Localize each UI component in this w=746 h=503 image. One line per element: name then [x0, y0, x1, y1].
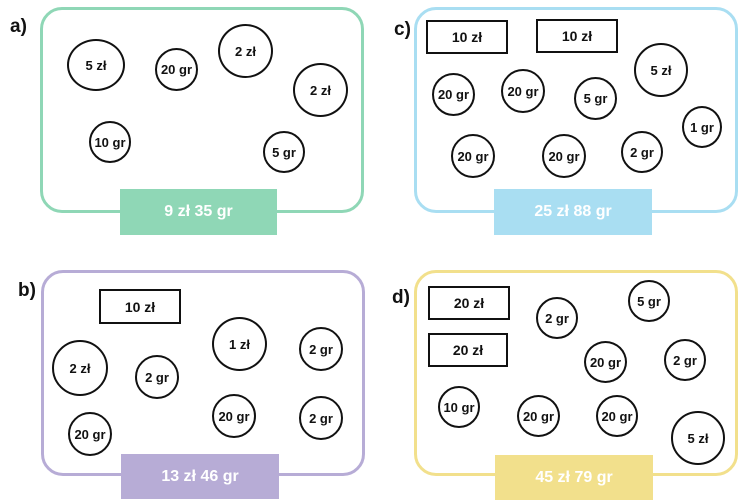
note-d-20zl-1: 20 zł — [428, 286, 510, 320]
coin-c-2gr: 2 gr — [621, 131, 663, 173]
total-a: 9 zł 35 gr — [120, 189, 277, 235]
total-c: 25 zł 88 gr — [494, 189, 652, 235]
coin-b-2gr-1: 2 gr — [135, 355, 179, 399]
total-b: 13 zł 46 gr — [121, 454, 279, 499]
panel-b-label: b) — [18, 280, 36, 301]
coin-a-20gr: 20 gr — [155, 48, 198, 91]
coin-c-5gr: 5 gr — [574, 77, 617, 120]
panel-a-label: a) — [10, 16, 27, 37]
coin-a-2zl-1: 2 zł — [218, 24, 273, 78]
total-d: 45 zł 79 gr — [495, 455, 653, 500]
coin-c-20gr-2: 20 gr — [501, 69, 545, 113]
coin-b-20gr-1: 20 gr — [212, 394, 256, 438]
coin-a-5gr: 5 gr — [263, 131, 305, 173]
coin-b-20gr-2: 20 gr — [68, 412, 112, 456]
coin-b-2zl: 2 zł — [52, 340, 108, 396]
coin-c-20gr-4: 20 gr — [542, 134, 586, 178]
coin-b-2gr-3: 2 gr — [299, 396, 343, 440]
coin-c-5zl: 5 zł — [634, 43, 688, 97]
coin-d-20gr-2: 20 gr — [517, 395, 560, 437]
coin-d-5gr: 5 gr — [628, 280, 670, 322]
note-c-10zl-1: 10 zł — [426, 20, 508, 54]
coin-c-20gr-3: 20 gr — [451, 134, 495, 178]
coin-a-10gr: 10 gr — [89, 121, 131, 163]
coin-d-2gr-1: 2 gr — [536, 297, 578, 339]
coin-d-20gr-1: 20 gr — [584, 341, 627, 383]
coin-d-10gr: 10 gr — [438, 386, 480, 428]
coin-a-2zl-2: 2 zł — [293, 63, 348, 117]
coin-d-20gr-3: 20 gr — [596, 395, 638, 437]
coin-b-1zl: 1 zł — [212, 317, 267, 371]
coin-b-2gr-2: 2 gr — [299, 327, 343, 371]
note-b-10zl: 10 zł — [99, 289, 181, 324]
note-d-20zl-2: 20 zł — [428, 333, 508, 367]
coin-d-5zl: 5 zł — [671, 411, 725, 465]
coin-c-1gr: 1 gr — [682, 106, 722, 148]
coin-c-20gr-1: 20 gr — [432, 73, 475, 116]
panel-d-label: d) — [392, 287, 410, 308]
note-c-10zl-2: 10 zł — [536, 19, 618, 53]
coin-a-5zl: 5 zł — [67, 39, 125, 91]
coin-d-2gr-2: 2 gr — [664, 339, 706, 381]
panel-c-label: c) — [394, 19, 411, 40]
